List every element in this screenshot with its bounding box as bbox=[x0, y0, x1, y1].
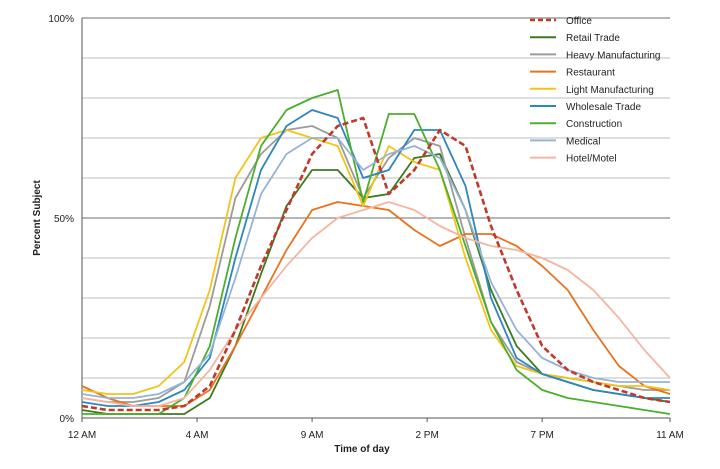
y-tick-labels: 0% 50% 100% bbox=[48, 14, 74, 425]
series-line-light-manufacturing bbox=[81, 129, 671, 395]
x-tick-label: 11 AM bbox=[656, 430, 684, 441]
series-line-office bbox=[81, 116, 671, 412]
legend-label: Medical bbox=[566, 136, 600, 147]
series-line-hotel-motel bbox=[81, 201, 671, 407]
series-line-restaurant bbox=[81, 201, 671, 407]
x-tick-label: 2 PM bbox=[415, 430, 438, 441]
x-tick-label: 4 AM bbox=[186, 430, 209, 441]
series-line-heavy-manufacturing bbox=[81, 125, 670, 403]
y-tick-label: 50% bbox=[54, 214, 74, 225]
legend-label: Construction bbox=[566, 119, 622, 130]
series-line-wholesale-trade bbox=[81, 109, 670, 407]
x-axis-title: Time of day bbox=[334, 444, 390, 455]
x-tick-label: 12 AM bbox=[68, 430, 96, 441]
legend: Office Retail Trade Heavy Manufacturing Res… bbox=[530, 16, 661, 165]
legend-label: Office bbox=[566, 16, 592, 27]
axes bbox=[81, 18, 670, 419]
x-tick-label: 7 PM bbox=[531, 430, 554, 441]
legend-label: Restaurant bbox=[566, 68, 615, 79]
y-axis-title: Percent Subject bbox=[32, 180, 43, 256]
x-tick-label: 9 AM bbox=[301, 430, 324, 441]
legend-label: Light Manufacturing bbox=[566, 85, 654, 96]
legend-label: Retail Trade bbox=[566, 33, 620, 44]
x-tick-labels: 12 AM 4 AM 9 AM 2 PM 7 PM 11 AM bbox=[68, 418, 684, 441]
legend-label: Hotel/Motel bbox=[566, 154, 617, 165]
series-lines bbox=[81, 89, 671, 415]
y-tick-label: 0% bbox=[60, 414, 75, 425]
legend-label: Wholesale Trade bbox=[566, 102, 641, 113]
y-tick-label: 100% bbox=[48, 14, 74, 25]
legend-label: Heavy Manufacturing bbox=[566, 50, 661, 61]
